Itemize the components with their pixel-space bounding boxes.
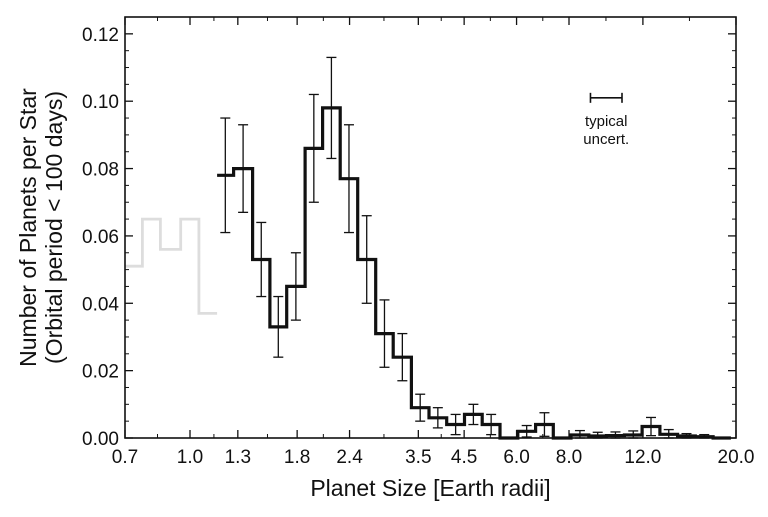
uncertainty-note-line-2: uncert. xyxy=(583,131,629,148)
x-tick-label: 1.3 xyxy=(225,447,251,468)
error-bar xyxy=(432,407,443,429)
error-bar xyxy=(343,124,354,234)
error-bar xyxy=(486,413,497,436)
y-axis-subtitle: (Orbital period < 100 days) xyxy=(41,91,67,364)
y-tick-label: 0.10 xyxy=(82,92,119,113)
error-bar xyxy=(273,295,284,358)
x-tick-label: 12.0 xyxy=(624,447,661,468)
x-tick-label: 3.5 xyxy=(405,447,431,468)
error-bar xyxy=(220,117,231,234)
x-tick-label: 1.0 xyxy=(177,447,203,468)
error-bar xyxy=(290,252,301,321)
error-bar xyxy=(521,424,532,438)
x-tick-label: 8.0 xyxy=(556,447,582,468)
x-tick-label: 1.8 xyxy=(284,447,310,468)
error-bar xyxy=(238,124,249,213)
uncertainty-note-line-1: typical xyxy=(585,113,628,130)
error-bar xyxy=(397,332,408,382)
histogram-main xyxy=(217,106,731,440)
error-bar xyxy=(645,416,656,437)
y-tick-label: 0.04 xyxy=(82,294,119,315)
error-bar xyxy=(379,299,390,368)
y-tick-label: 0.02 xyxy=(82,362,119,383)
error-bar xyxy=(415,393,426,422)
uncertainty-marker xyxy=(589,92,623,103)
y-axis-title: Number of Planets per Star xyxy=(15,88,41,367)
x-axis-title: Planet Size [Earth radii] xyxy=(310,475,550,501)
error-bar xyxy=(326,56,337,160)
histogram-incomplete xyxy=(125,217,218,315)
x-tick-label: 20.0 xyxy=(718,447,755,468)
y-tick-label: 0.08 xyxy=(82,160,119,181)
error-bar xyxy=(539,412,550,437)
error-bar xyxy=(256,221,267,298)
x-tick-label: 0.7 xyxy=(112,447,138,468)
error-bar xyxy=(361,215,372,304)
x-tick-label: 6.0 xyxy=(503,447,529,468)
y-tick-label: 0.00 xyxy=(82,429,119,450)
y-tick-label: 0.06 xyxy=(82,227,119,248)
error-bar xyxy=(468,403,479,426)
y-tick-label: 0.12 xyxy=(82,25,119,46)
plot-frame xyxy=(124,16,737,439)
x-tick-label: 4.5 xyxy=(451,447,477,468)
error-bar xyxy=(308,93,319,203)
x-tick-label: 2.4 xyxy=(336,447,363,468)
error-bar xyxy=(450,413,461,436)
